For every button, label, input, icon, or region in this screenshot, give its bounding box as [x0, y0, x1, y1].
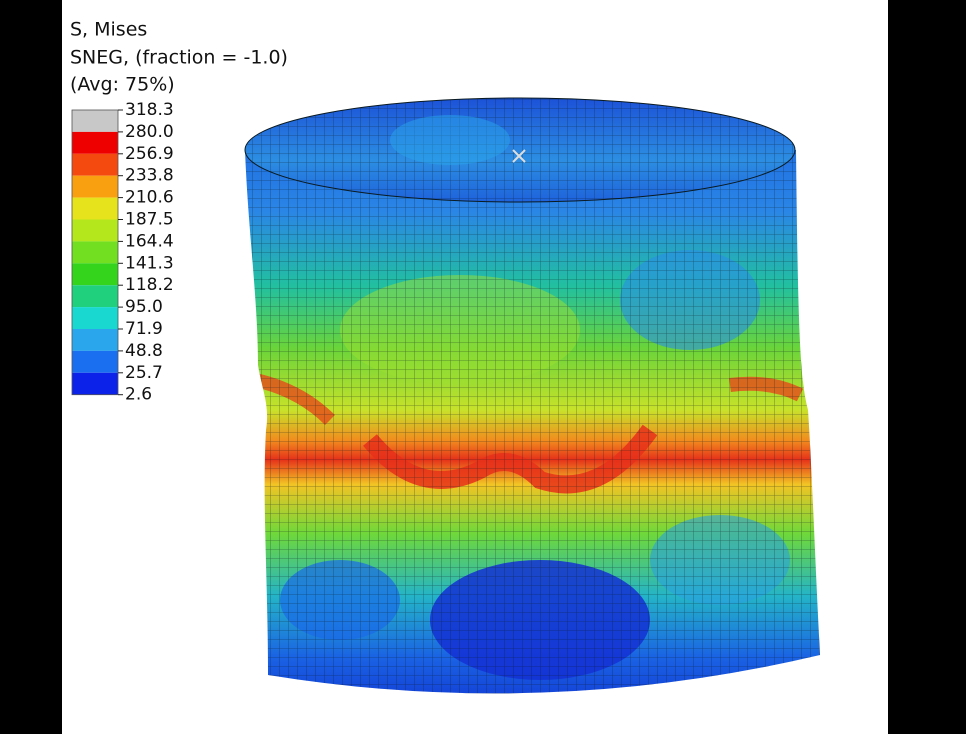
legend-label: 118.2	[125, 275, 174, 295]
legend-swatch	[72, 263, 118, 286]
legend-swatch	[72, 307, 118, 329]
legend-label: 233.8	[125, 166, 174, 186]
legend-swatch	[72, 285, 118, 308]
legend-swatch	[72, 372, 118, 395]
legend-label: 71.9	[125, 319, 163, 339]
legend-swatch	[72, 197, 118, 220]
legend-label: 187.5	[125, 210, 174, 230]
legend-label: 2.6	[125, 385, 152, 405]
legend-label: 141.3	[125, 253, 174, 273]
legend-swatch	[72, 153, 118, 176]
legend-label: 25.7	[125, 363, 163, 383]
legend-swatch	[72, 131, 118, 154]
legend-frame	[71, 109, 119, 396]
legend-label: 256.9	[125, 144, 174, 164]
legend-swatch	[72, 219, 118, 242]
legend-label: 48.8	[125, 341, 163, 361]
legend-swatch	[72, 350, 118, 373]
legend-swatch	[72, 241, 118, 264]
legend-title: SNEG, (fraction = -1.0)	[70, 47, 288, 69]
legend-swatch	[72, 329, 118, 351]
legend-label: 318.3	[125, 100, 174, 120]
legend-label: 280.0	[125, 122, 174, 142]
legend-label: 164.4	[125, 231, 174, 251]
legend-swatch	[72, 110, 118, 132]
deformed-cylinder	[244, 97, 820, 694]
legend-label: 210.6	[125, 188, 174, 208]
legend-title: S, Mises	[70, 19, 147, 41]
legend: S, Mises SNEG, (fraction = -1.0) (Avg: 7…	[70, 19, 288, 405]
legend-swatch	[72, 175, 118, 198]
legend-label: 95.0	[125, 297, 163, 317]
legend-title: (Avg: 75%)	[70, 74, 175, 96]
